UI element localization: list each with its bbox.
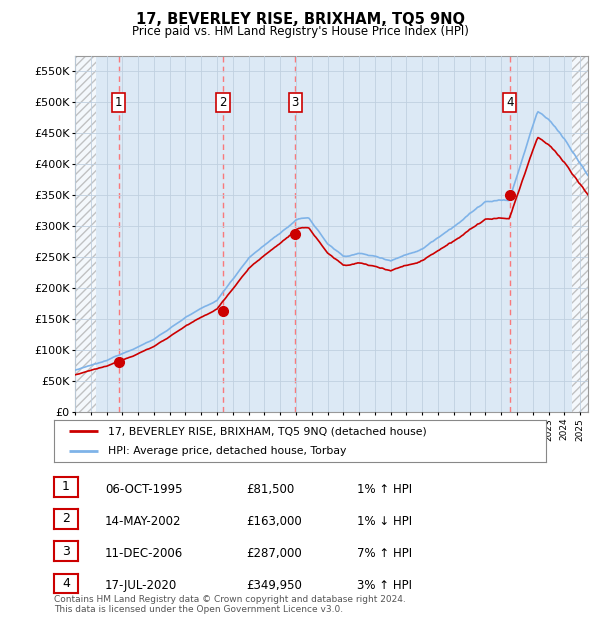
Text: 14-MAY-2002: 14-MAY-2002 — [105, 515, 182, 528]
Text: £163,000: £163,000 — [246, 515, 302, 528]
Text: 1: 1 — [62, 480, 70, 493]
Text: 3% ↑ HPI: 3% ↑ HPI — [357, 580, 412, 592]
Text: Contains HM Land Registry data © Crown copyright and database right 2024.: Contains HM Land Registry data © Crown c… — [54, 595, 406, 604]
Text: 1: 1 — [115, 96, 122, 108]
Text: This data is licensed under the Open Government Licence v3.0.: This data is licensed under the Open Gov… — [54, 604, 343, 614]
Text: Price paid vs. HM Land Registry's House Price Index (HPI): Price paid vs. HM Land Registry's House … — [131, 25, 469, 38]
Text: 17, BEVERLEY RISE, BRIXHAM, TQ5 9NQ (detached house): 17, BEVERLEY RISE, BRIXHAM, TQ5 9NQ (det… — [108, 426, 427, 436]
Text: 2: 2 — [219, 96, 227, 108]
Text: 7% ↑ HPI: 7% ↑ HPI — [357, 547, 412, 560]
Text: 4: 4 — [62, 577, 70, 590]
Text: 4: 4 — [506, 96, 514, 108]
Text: 17, BEVERLEY RISE, BRIXHAM, TQ5 9NQ: 17, BEVERLEY RISE, BRIXHAM, TQ5 9NQ — [136, 12, 464, 27]
Text: £287,000: £287,000 — [246, 547, 302, 560]
Text: 06-OCT-1995: 06-OCT-1995 — [105, 483, 182, 495]
Text: 1% ↓ HPI: 1% ↓ HPI — [357, 515, 412, 528]
Text: HPI: Average price, detached house, Torbay: HPI: Average price, detached house, Torb… — [108, 446, 346, 456]
Text: 11-DEC-2006: 11-DEC-2006 — [105, 547, 183, 560]
Text: 3: 3 — [292, 96, 299, 108]
Text: £81,500: £81,500 — [246, 483, 294, 495]
Text: 3: 3 — [62, 545, 70, 557]
Bar — [572, 56, 600, 412]
Text: 2: 2 — [62, 513, 70, 525]
Text: 17-JUL-2020: 17-JUL-2020 — [105, 580, 177, 592]
Bar — [75, 56, 95, 412]
Text: 1% ↑ HPI: 1% ↑ HPI — [357, 483, 412, 495]
Text: £349,950: £349,950 — [246, 580, 302, 592]
